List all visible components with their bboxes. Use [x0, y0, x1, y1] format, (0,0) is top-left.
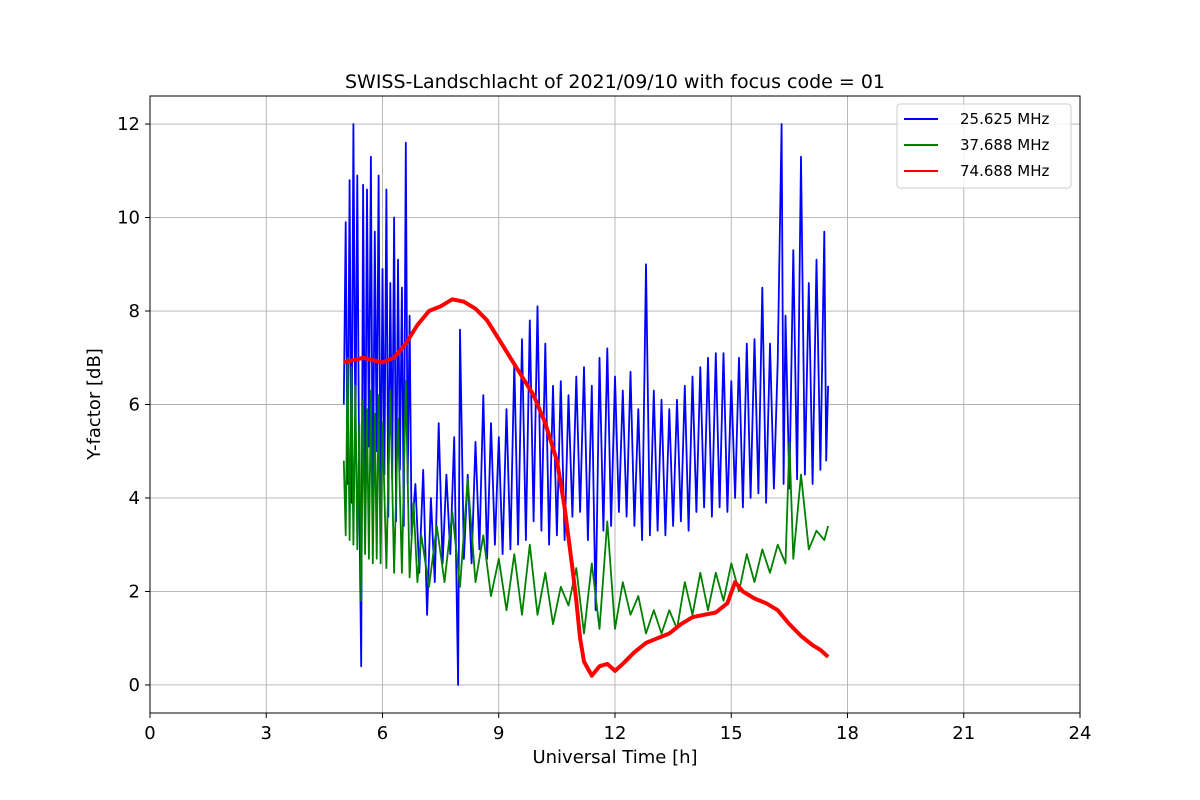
- x-tick-label: 0: [144, 723, 155, 744]
- y-tick-label: 4: [129, 488, 140, 509]
- series-line-2: [342, 356, 829, 635]
- x-tick-label: 6: [377, 723, 388, 744]
- y-axis-label: Y-factor [dB]: [84, 348, 105, 461]
- legend-box: [896, 103, 1072, 189]
- y-tick-label: 10: [117, 208, 140, 229]
- x-tick-label: 24: [1069, 723, 1092, 744]
- x-tick-label: 18: [836, 723, 859, 744]
- legend: 25.625 MHz 37.688 MHz 74.688 MHz: [896, 103, 1072, 189]
- x-tick-label: 9: [493, 723, 504, 744]
- legend-label-2: 37.688 MHz: [960, 136, 1049, 154]
- y-tick-label: 0: [129, 675, 140, 696]
- x-tick-label: 3: [261, 723, 272, 744]
- legend-label-1: 25.625 MHz: [960, 110, 1049, 128]
- x-tick-label: 15: [720, 723, 743, 744]
- x-tick-label: 21: [952, 723, 975, 744]
- x-axis-label: Universal Time [h]: [532, 747, 697, 768]
- y-tick-label: 6: [129, 395, 140, 416]
- x-tick-label: 12: [604, 723, 627, 744]
- y-tick-label: 12: [117, 114, 140, 135]
- series-layer: [342, 123, 830, 686]
- series-line-3: [343, 297, 830, 678]
- legend-label-3: 74.688 MHz: [960, 162, 1049, 180]
- chart-title: SWISS-Landschlacht of 2021/09/10 with fo…: [345, 71, 885, 93]
- y-tick-label: 8: [129, 301, 140, 322]
- y-tick-label: 2: [129, 581, 140, 602]
